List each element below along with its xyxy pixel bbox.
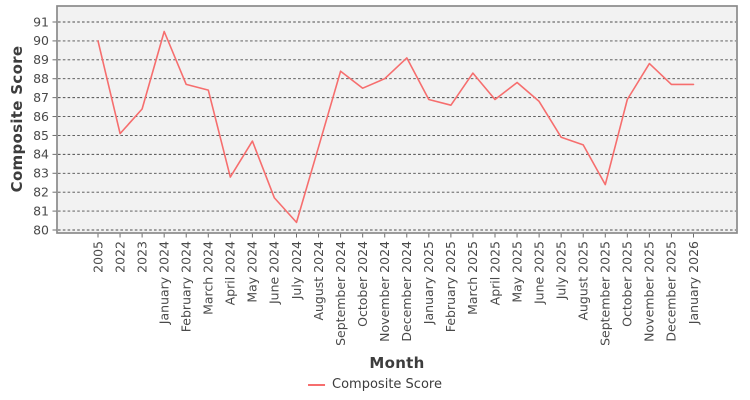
y-tick-label: 82 xyxy=(33,184,49,199)
x-tick-label: 2022 xyxy=(112,241,127,273)
x-tick-label: May 2025 xyxy=(509,241,524,303)
y-tick-label: 81 xyxy=(33,203,49,218)
y-tick-label: 89 xyxy=(33,52,49,67)
x-tick-label: January 2026 xyxy=(686,241,701,325)
x-tick-label: August 2025 xyxy=(576,241,591,321)
x-tick-label: July 2025 xyxy=(553,241,568,300)
x-tick-label: September 2024 xyxy=(333,241,348,346)
y-tick-label: 90 xyxy=(33,33,49,48)
x-tick-label: November 2025 xyxy=(642,241,657,342)
x-tick-label: 2005 xyxy=(90,241,105,273)
plot-background xyxy=(57,6,737,233)
x-tick-label: October 2024 xyxy=(355,241,370,327)
legend: Composite Score xyxy=(308,377,442,392)
y-tick-label: 88 xyxy=(33,71,49,86)
y-axis-title: Composite Score xyxy=(8,45,26,193)
x-tick-label: December 2024 xyxy=(399,241,414,342)
x-tick-label: February 2025 xyxy=(443,241,458,332)
x-tick-label: April 2024 xyxy=(223,241,238,305)
x-tick-label: November 2024 xyxy=(377,241,392,342)
x-tick-label: June 2024 xyxy=(267,241,282,305)
x-tick-label: May 2024 xyxy=(245,241,260,303)
x-tick-label: January 2024 xyxy=(156,241,171,325)
data-line xyxy=(97,30,695,224)
x-tick-label: June 2025 xyxy=(531,241,546,305)
x-tick-label: February 2024 xyxy=(179,241,194,332)
y-tick-label: 85 xyxy=(33,128,49,143)
y-tick-label: 87 xyxy=(33,90,49,105)
x-tick-label: March 2024 xyxy=(201,241,216,315)
y-tick-label: 84 xyxy=(33,147,49,162)
x-tick-label: July 2024 xyxy=(289,241,304,300)
x-tick-label: October 2025 xyxy=(620,241,635,327)
x-tick-label: August 2024 xyxy=(311,241,326,321)
y-tick-label: 83 xyxy=(33,166,49,181)
x-tick-label: April 2025 xyxy=(487,241,502,305)
x-tick-label: 2023 xyxy=(134,241,149,273)
x-tick-label: March 2025 xyxy=(465,241,480,315)
plot-frame xyxy=(56,5,738,234)
x-tick-label: September 2025 xyxy=(598,241,613,346)
x-tick-label: December 2025 xyxy=(664,241,679,342)
legend-line-sample-icon xyxy=(308,383,326,386)
x-axis-title: Month xyxy=(369,354,425,372)
y-tick-label: 86 xyxy=(33,109,49,124)
y-tick-label: 91 xyxy=(33,14,49,29)
legend-series-label: Composite Score xyxy=(332,377,442,392)
y-tick-label: 80 xyxy=(33,222,49,237)
x-tick-label: January 2025 xyxy=(421,241,436,325)
